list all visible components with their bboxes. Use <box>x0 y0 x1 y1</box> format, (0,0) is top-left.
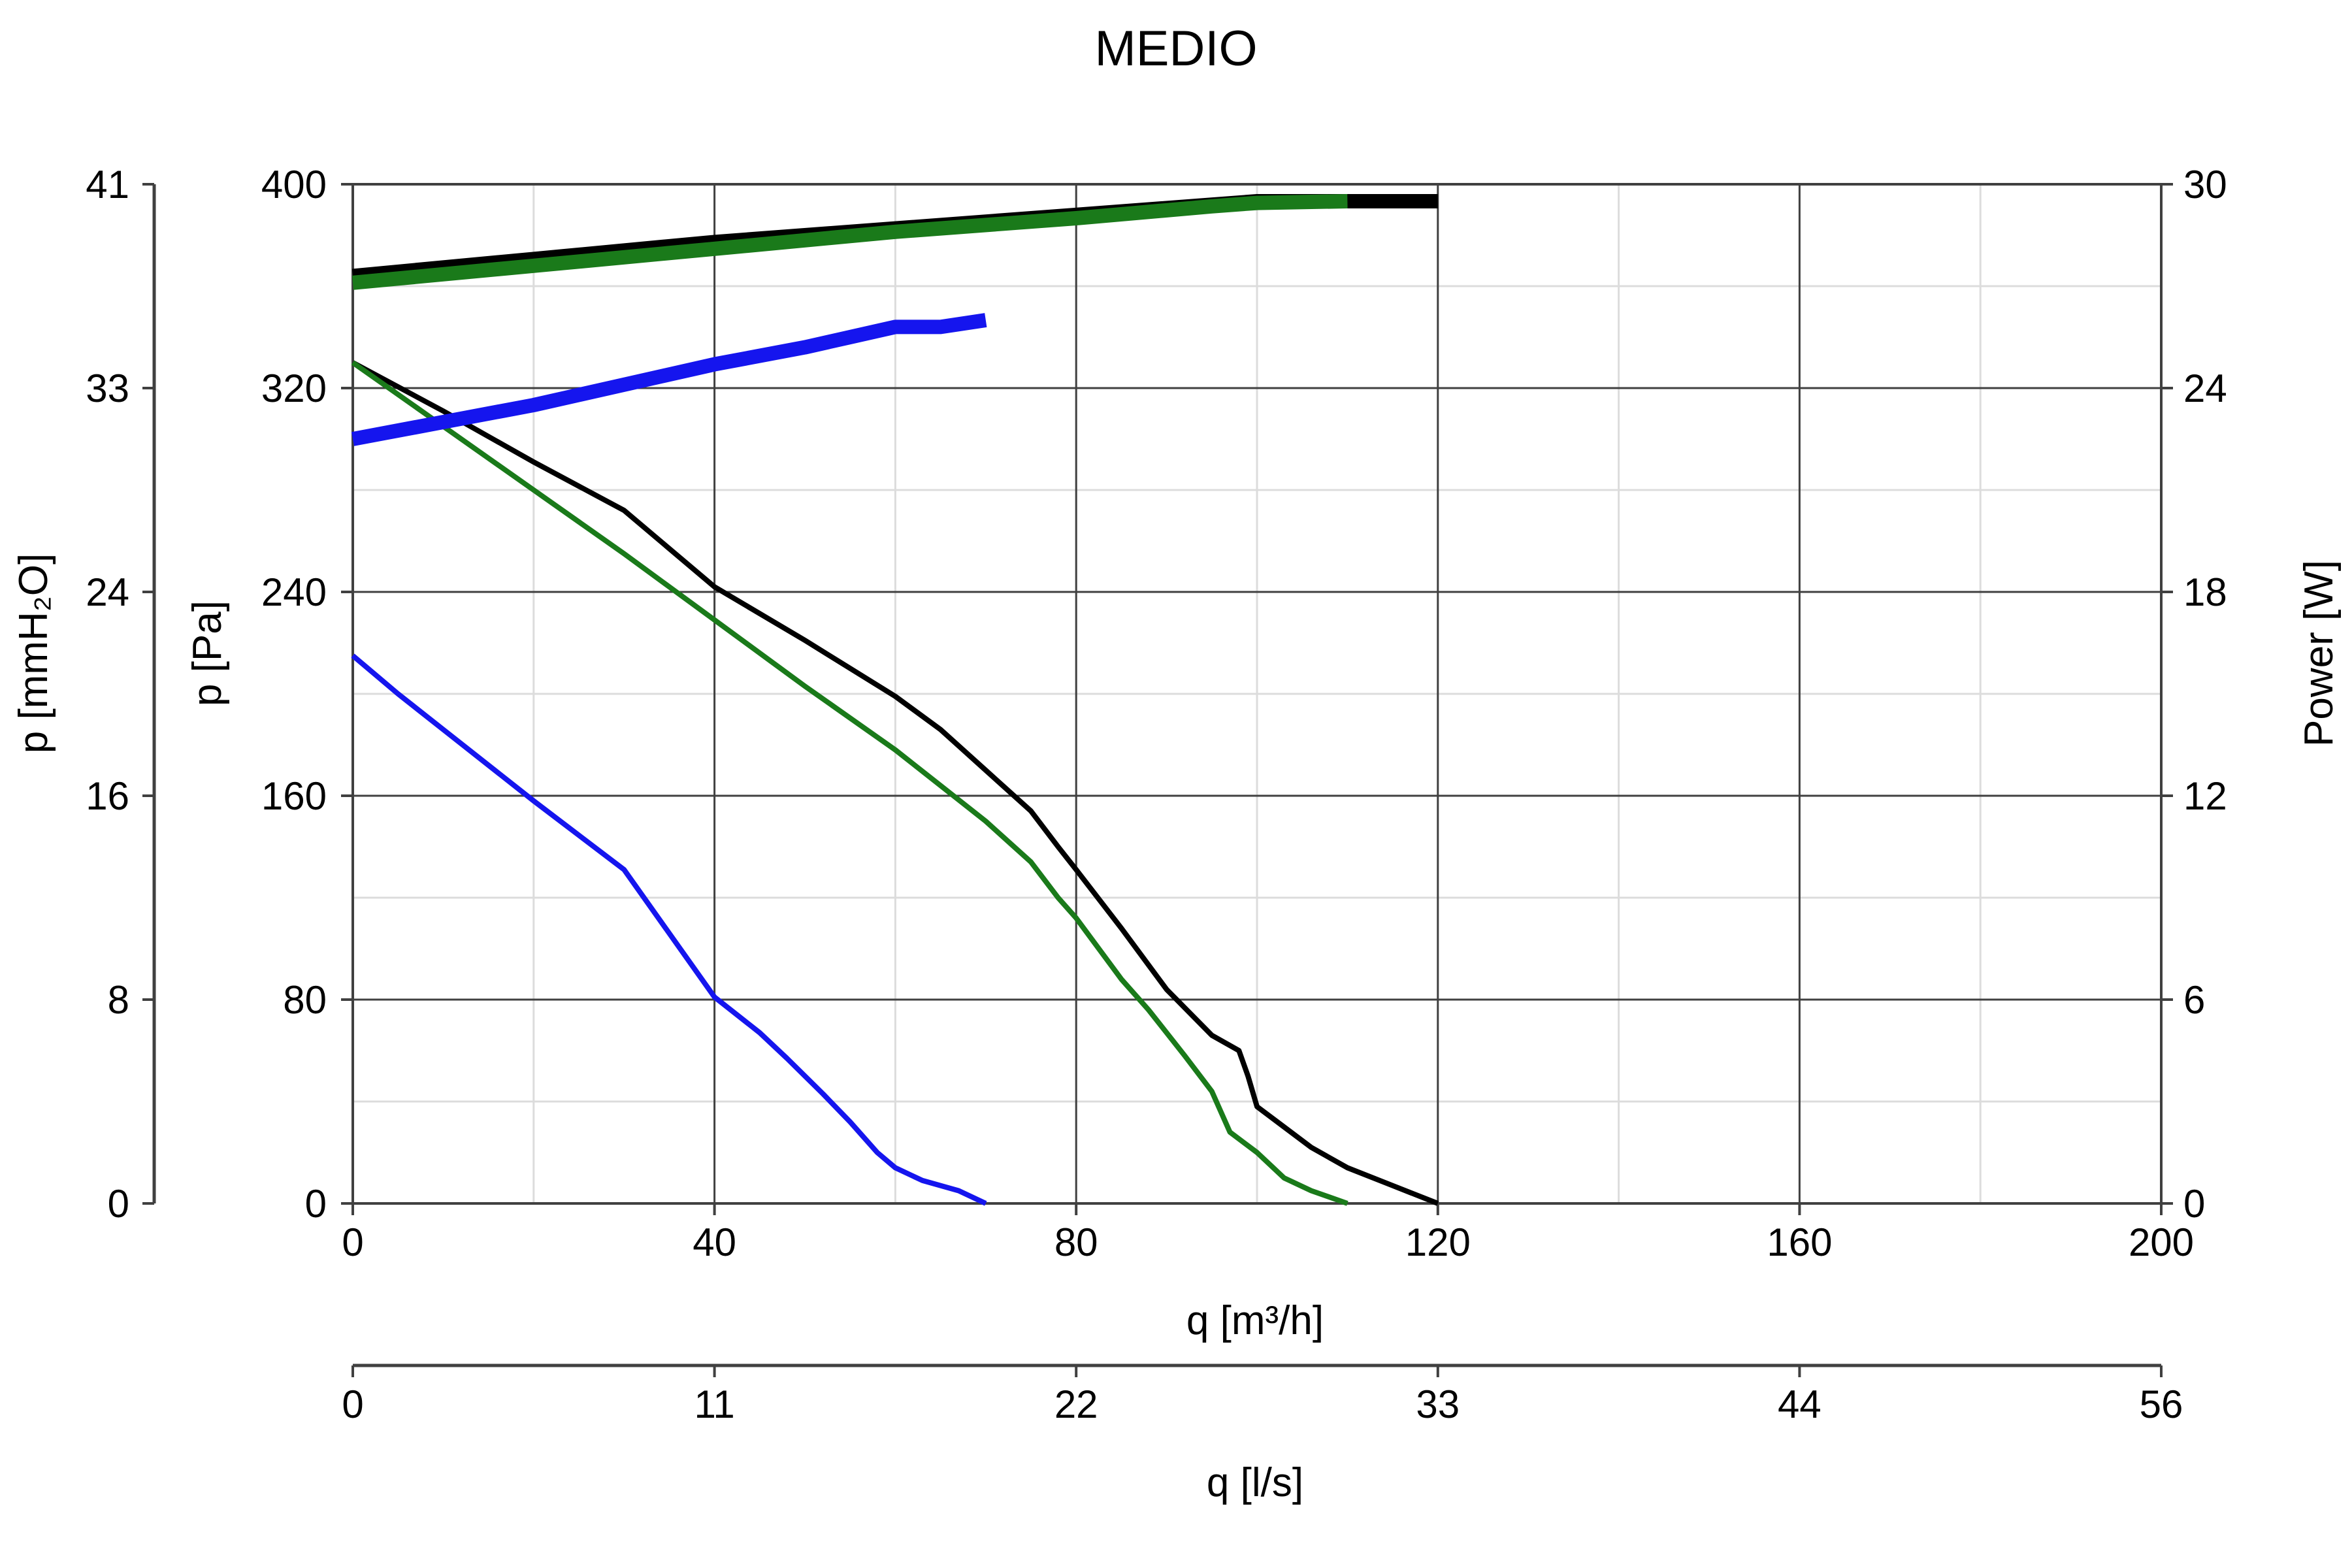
grid <box>353 184 2161 1203</box>
black-pressure-curve <box>351 360 1439 1206</box>
plot-frame <box>351 183 2163 1205</box>
y-primary-axis-title: p [Pa] <box>185 600 230 706</box>
y-primary-tick-label: 400 <box>261 163 327 206</box>
x-secondary-tick-label: 33 <box>1416 1382 1460 1426</box>
y-primary-tick-label: 80 <box>283 978 327 1022</box>
y-secondary-tick-label: 8 <box>108 978 129 1022</box>
y-right-tick-label: 12 <box>2183 774 2227 818</box>
y-primary-tick-label: 240 <box>261 570 327 614</box>
y-right-tick-label: 24 <box>2183 367 2227 410</box>
y-primary-tick-label: 160 <box>261 774 327 818</box>
axes <box>142 183 2173 1377</box>
series-layer <box>351 194 1439 1206</box>
y-secondary-tick-label: 33 <box>86 367 129 410</box>
x-primary-tick-label: 200 <box>2129 1220 2194 1264</box>
y-primary-tick-label: 0 <box>305 1182 327 1226</box>
y-secondary-tick-label: 24 <box>86 570 129 614</box>
x-primary-tick-label: 160 <box>1767 1220 1832 1264</box>
x-secondary-tick-label: 11 <box>694 1382 734 1426</box>
y-right-tick-label: 30 <box>2183 163 2227 206</box>
y-secondary-axis-title: p [mmH₂O] <box>11 553 56 754</box>
y-secondary-tick-label: 41 <box>86 163 129 206</box>
x-primary-tick-label: 0 <box>342 1220 363 1264</box>
blue-pressure-curve <box>351 653 987 1206</box>
x-secondary-tick-label: 0 <box>342 1382 363 1426</box>
green-pressure-curve <box>351 360 1348 1206</box>
y-primary-tick-label: 320 <box>261 367 327 410</box>
x-primary-tick-label: 40 <box>693 1220 736 1264</box>
chart-title: MEDIO <box>1094 21 1257 76</box>
green-power-curve <box>351 194 1348 290</box>
blue-power-curve <box>351 313 987 446</box>
x-secondary-tick-label: 44 <box>1778 1382 1821 1426</box>
y-right-tick-label: 0 <box>2183 1182 2205 1226</box>
y-secondary-tick-label: 0 <box>108 1182 129 1226</box>
x-secondary-tick-label: 56 <box>2140 1382 2183 1426</box>
x-primary-tick-label: 120 <box>1405 1220 1471 1264</box>
y-right-axis-title: Power [W] <box>2296 560 2342 747</box>
y-right-tick-label: 6 <box>2183 978 2205 1022</box>
y-secondary-tick-label: 16 <box>86 774 129 818</box>
x-primary-tick-label: 80 <box>1054 1220 1098 1264</box>
x-primary-axis-title: q [m³/h] <box>1186 1298 1324 1343</box>
x-secondary-axis-title: q [l/s] <box>1207 1460 1303 1505</box>
y-right-tick-label: 18 <box>2183 570 2227 614</box>
x-secondary-tick-label: 22 <box>1054 1382 1098 1426</box>
